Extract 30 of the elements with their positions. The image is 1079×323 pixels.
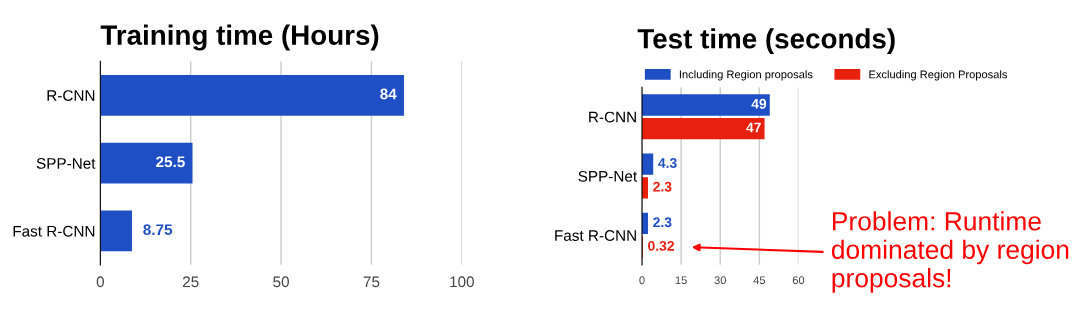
- x-tick-label: 30: [714, 276, 726, 285]
- data-label: 84: [380, 88, 397, 100]
- x-tick-label: 25: [182, 276, 199, 288]
- data-label: 4.3: [658, 158, 677, 168]
- y-tick-label: R-CNN: [589, 111, 636, 123]
- x-tick-label: 45: [753, 276, 766, 285]
- data-label: 25.5: [156, 156, 185, 168]
- x-tick-label: 50: [273, 276, 289, 288]
- x-tick-label: 0: [96, 276, 104, 288]
- data-label: 49: [751, 98, 767, 109]
- x-tick-label: 100: [450, 276, 474, 288]
- y-tick-label: SPP-Net: [36, 157, 96, 169]
- data-label: 0.32: [648, 240, 675, 251]
- data-label: 2.3: [653, 181, 672, 192]
- data-label: 8.75: [143, 224, 173, 236]
- x-tick-label: 75: [363, 276, 380, 288]
- y-tick-label: Fast R-CNN: [13, 225, 95, 237]
- text: Problem: Runtime dominated by region proposals!: [831, 211, 1069, 293]
- y-tick-label: R-CNN: [47, 90, 95, 101]
- y-tick-label: SPP-Net: [578, 170, 638, 182]
- x-tick-label: 60: [792, 276, 805, 285]
- legend-label: Including Region proposals: [679, 70, 813, 81]
- chart-title: Training time (Hours): [100, 24, 379, 51]
- chart-title: Test time (seconds): [637, 28, 895, 55]
- y-tick-label: Fast R-CNN: [555, 230, 636, 241]
- x-tick-label: 15: [675, 276, 687, 285]
- x-tick-label: 0: [639, 276, 645, 285]
- data-label: 2.3: [653, 217, 672, 228]
- legend-label: Excluding Region Proposals: [869, 70, 1008, 81]
- data-label: 47: [746, 122, 761, 133]
